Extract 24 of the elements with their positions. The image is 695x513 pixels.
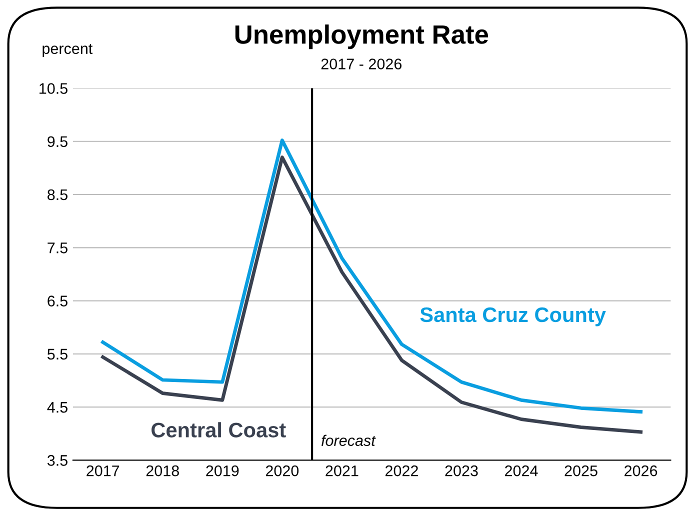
y-tick-label: 9.5 <box>48 136 68 148</box>
x-tick-label: 2026 <box>624 465 658 476</box>
y-axis-title: percent <box>42 44 93 58</box>
y-tick-label: 10.5 <box>40 83 68 94</box>
x-tick-label: 2021 <box>326 465 358 476</box>
chart-title: Unemployment Rate <box>235 24 488 50</box>
x-tick-label: 2025 <box>564 465 598 476</box>
x-tick-label: 2024 <box>505 465 538 476</box>
x-tick-label: 2020 <box>266 465 299 476</box>
x-tick-label: 2019 <box>206 465 239 476</box>
y-tick-label: 3.5 <box>47 455 68 466</box>
x-tick-label: 2023 <box>445 465 478 476</box>
chart-subtitle: 2017 - 2026 <box>321 58 402 70</box>
ref-line-label: forecast <box>322 434 376 446</box>
series-label: Central Coast <box>152 422 286 438</box>
y-tick-label: 7.5 <box>48 242 68 254</box>
series-label: Santa Cruz County <box>420 307 606 326</box>
y-tick-label: 8.5 <box>48 189 68 200</box>
y-tick-label: 5.5 <box>47 348 68 360</box>
y-tick-label: 6.5 <box>48 296 68 306</box>
x-tick-label: 2022 <box>385 465 418 476</box>
x-tick-label: 2018 <box>146 465 179 476</box>
x-tick-label: 2017 <box>86 465 120 476</box>
y-tick-label: 4.5 <box>47 402 68 413</box>
